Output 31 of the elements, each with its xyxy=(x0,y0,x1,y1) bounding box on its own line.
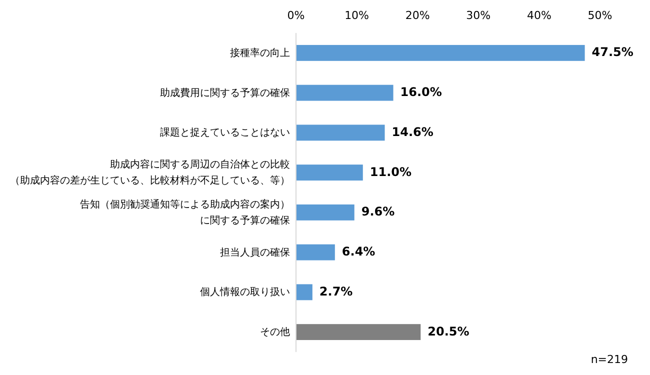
bar xyxy=(296,44,585,61)
data-label: 20.5% xyxy=(428,324,470,338)
bar xyxy=(296,204,354,220)
data-label: 14.6% xyxy=(392,124,434,139)
y-tick-label: 担当人員の確保 xyxy=(220,246,290,258)
y-tick-label: 助成内容に関する周辺の自治体との比較（助成内容の差が生じている、比較材料が不足している、等） xyxy=(10,158,290,186)
bar xyxy=(296,244,335,260)
x-tick-label: 40% xyxy=(526,9,552,22)
data-label: 6.4% xyxy=(342,244,376,259)
y-tick-label: 告知（個別勧奨通知等による助成内容の案内）に関する予算の確保 xyxy=(80,198,290,226)
bar xyxy=(296,84,394,101)
data-label: 9.6% xyxy=(361,204,395,219)
y-tick-label: 接種率の向上 xyxy=(230,46,290,59)
data-label: 47.5% xyxy=(592,45,634,60)
x-tick-label: 50% xyxy=(588,9,612,22)
x-tick-label: 10% xyxy=(344,9,370,22)
bar xyxy=(296,164,363,181)
y-tick-label: 助成費用に関する予算の確保 xyxy=(160,86,290,99)
x-tick-label: 0% xyxy=(287,9,305,22)
bar xyxy=(296,324,421,340)
data-label: 16.0% xyxy=(400,85,442,100)
bar xyxy=(296,124,385,141)
y-tick-label: その他 xyxy=(260,326,290,338)
x-tick-label: 30% xyxy=(466,9,491,22)
bar xyxy=(296,284,312,300)
data-label: 2.7% xyxy=(319,284,353,298)
y-tick-label: 課題と捉えていることはない xyxy=(160,126,290,138)
y-tick-label: 個人情報の取り扱い xyxy=(200,286,290,298)
text: n=219 xyxy=(590,353,628,366)
x-tick-label: 20% xyxy=(405,9,430,22)
data-label: 11.0% xyxy=(370,164,412,179)
